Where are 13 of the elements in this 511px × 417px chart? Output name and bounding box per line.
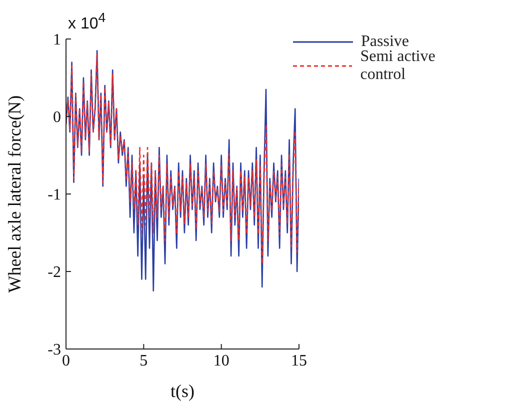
- legend-label: Semi active control: [360, 48, 436, 84]
- text: x 10$^{4}$: [68, 10, 106, 34]
- y-tick-label: 0: [53, 109, 61, 126]
- y-tick-label: -2: [48, 264, 61, 282]
- legend-label: Passive: [361, 33, 409, 50]
- y-tick-label: 1: [53, 32, 61, 49]
- y-tick-label: -1: [48, 186, 61, 204]
- y-tick-label: -3: [48, 342, 61, 359]
- x-tick-label: 10: [213, 352, 230, 370]
- x-axis-title: t(s): [170, 381, 194, 401]
- y-axis-title: Wheel axle lateral force(N): [4, 95, 24, 293]
- x-tick-label: 15: [291, 352, 307, 370]
- x-tick-label: 5: [140, 352, 148, 370]
